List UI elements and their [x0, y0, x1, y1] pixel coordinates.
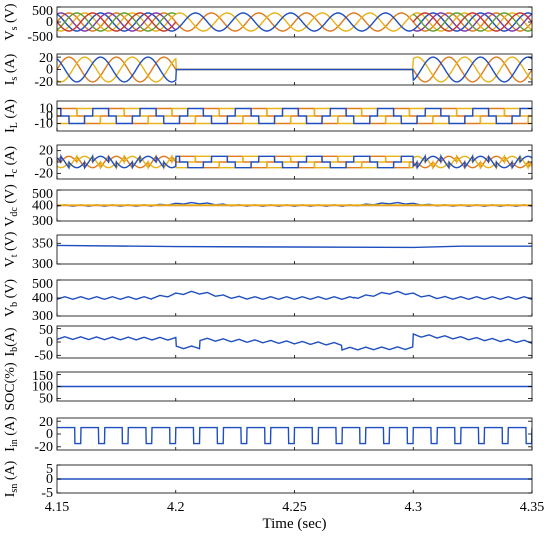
series-group-IL [57, 107, 532, 125]
panel-Iin: 200-20 Iin (A) [3, 415, 533, 455]
ytick-label-IL-1: 0 [46, 109, 53, 124]
series-Iin-0 [57, 426, 532, 445]
series-group-Vdc [57, 201, 532, 207]
ytick-label-SOC-2: 50 [39, 392, 53, 407]
series-group-Iin [57, 426, 532, 445]
ytick-label-Is-0: 20 [39, 51, 53, 66]
ytick-label-Vdc-0: 500 [32, 187, 53, 202]
ylabel-Vb: Vb (V) [3, 279, 20, 317]
series-IL-0-phase-2 [57, 107, 532, 125]
series-Ib-0 [57, 332, 532, 351]
ytick-label-Ib-2: -50 [34, 348, 53, 363]
series-group-Vt [57, 244, 532, 249]
ytick-label-Ib-0: 50 [39, 323, 53, 338]
axes-box-Ib [56, 325, 533, 359]
axes-box-Vb [56, 279, 533, 317]
ylabel-Isn: Isn (A) [3, 460, 20, 497]
ylabel-Is: Is (A) [3, 53, 20, 85]
xtick-label-0: 4.15 [45, 500, 70, 515]
series-group-Ib [57, 332, 532, 351]
ytick-label-Vs-2: -500 [27, 30, 53, 45]
series-group-Vs [57, 12, 532, 32]
xtick-label-1: 4.2 [167, 500, 185, 515]
panel-Isn: 50-5 Isn (A) [3, 460, 533, 501]
ytick-label-IL-0: 10 [39, 102, 53, 117]
series-group-Is [57, 56, 532, 83]
xtick-label-4: 4.35 [520, 500, 545, 515]
ytick-label-SOC-1: 100 [32, 380, 53, 395]
ytick-label-Vdc-1: 400 [32, 199, 53, 214]
series-group-Ic [57, 153, 532, 171]
xtick-label-2: 4.25 [282, 500, 307, 515]
ylabel-Vt: Vt (V) [3, 231, 20, 267]
xtick-label-3: 4.3 [405, 500, 423, 515]
ylabel-Ib: Ib(A) [3, 327, 20, 356]
ytick-label-Vt-0: 350 [32, 236, 53, 251]
series-Vt-0 [57, 244, 532, 249]
ytick-label-Ic-2: -20 [34, 166, 53, 181]
series-Ic-0-phase-0 [57, 154, 532, 170]
series-IL-0-phase-0 [57, 107, 532, 125]
ytick-label-Vs-0: 500 [32, 4, 53, 19]
series-Vs-0-dense-1-2 [412, 12, 532, 32]
ylabel-SOC: SOC(%) [3, 362, 18, 411]
ytick-label-IL-2: -10 [34, 117, 53, 132]
ytick-label-Vb-0: 500 [32, 277, 53, 292]
panel-Vt: 350 300 Vt (V) [3, 231, 533, 272]
axes-box-Vt [56, 234, 533, 265]
ytick-label-Ib-1: 0 [46, 335, 53, 350]
ylabel-Vdc: Vdc (V) [3, 184, 20, 227]
ytick-label-Iin-2: -20 [34, 440, 53, 455]
ytick-label-Vdc-2: 300 [32, 214, 53, 229]
ytick-label-Iin-0: 20 [39, 415, 53, 430]
series-Vs-0-dense-0-2 [57, 12, 177, 32]
ytick-label-Vb-2: 300 [32, 309, 53, 324]
ylabel-Iin: Iin (A) [3, 416, 20, 452]
ytick-label-Isn-0: 5 [46, 462, 53, 477]
ytick-label-Vt-1: 300 [32, 257, 53, 272]
panel-Ic: 200-20 Ic (A) [3, 144, 533, 181]
ytick-label-Vb-1: 400 [32, 291, 53, 306]
ytick-label-Ic-0: 20 [39, 144, 53, 159]
ytick-label-Ic-1: 0 [46, 155, 53, 170]
series-Ic-0-phase-1 [57, 154, 532, 171]
ytick-label-Isn-2: -5 [41, 486, 53, 501]
ytick-label-Iin-1: 0 [46, 427, 53, 442]
series-Is-0-phase-2 [57, 56, 532, 83]
ytick-label-Is-2: -20 [34, 75, 53, 90]
series-Vb-0 [57, 290, 532, 301]
ytick-label-SOC-0: 150 [32, 369, 53, 384]
ylabel-Vs: Vs (V) [3, 3, 20, 40]
ytick-label-Isn-1: 0 [46, 472, 53, 487]
ytick-label-Is-1: 0 [46, 63, 53, 78]
series-IL-0-phase-1 [57, 107, 532, 125]
panel-Is: 200-20 Is (A) [3, 51, 533, 90]
panel-IL: 100-10 IL (A) [3, 99, 533, 133]
ytick-label-Vs-1: 0 [46, 15, 53, 30]
x-axis-label: Time (sec) [262, 516, 326, 532]
ylabel-IL: IL (A) [3, 99, 20, 133]
panel-Ib: 500-50 Ib(A) [3, 323, 533, 363]
series-Ic-0-phase-2 [57, 153, 532, 170]
series-group-Vb [57, 290, 532, 301]
ylabel-Ic: Ic (A) [3, 146, 20, 178]
